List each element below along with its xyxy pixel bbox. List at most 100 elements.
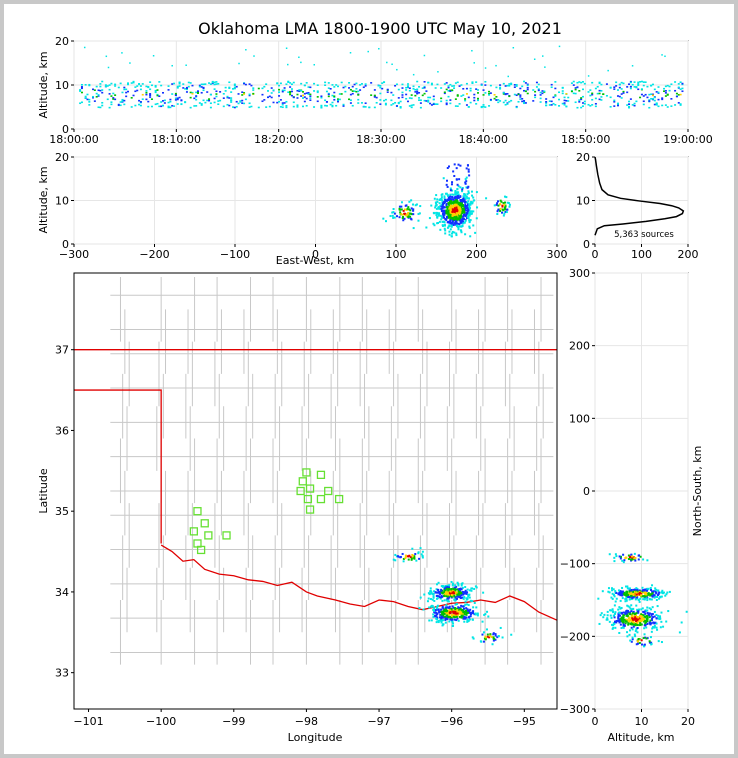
source-point: [443, 594, 446, 597]
source-point: [648, 616, 651, 619]
source-point: [563, 96, 566, 99]
source-point: [657, 86, 660, 88]
source-point: [639, 597, 642, 600]
source-point: [591, 81, 594, 84]
source-point: [405, 214, 408, 217]
source-point: [402, 219, 405, 222]
source-point: [631, 636, 634, 639]
source-point: [458, 178, 461, 181]
source-point: [289, 82, 292, 84]
source-point: [438, 592, 441, 595]
source-point: [458, 206, 461, 209]
source-point: [238, 62, 240, 65]
source-point: [432, 613, 435, 616]
source-point: [488, 94, 491, 96]
source-point: [449, 187, 452, 190]
source-point: [432, 596, 435, 599]
lma-station: [189, 527, 198, 536]
source-point: [389, 215, 392, 218]
source-point: [459, 210, 462, 213]
source-point: [457, 588, 460, 591]
source-point: [612, 588, 615, 591]
source-point: [508, 205, 511, 208]
source-point: [458, 103, 461, 105]
source-point: [464, 233, 467, 236]
source-point: [446, 226, 449, 229]
source-point: [616, 102, 619, 105]
source-point: [622, 621, 625, 624]
source-point: [474, 612, 477, 615]
source-point: [433, 590, 436, 593]
source-point: [357, 98, 360, 101]
longitude-tick-label: −95: [513, 715, 536, 728]
source-point: [476, 614, 479, 617]
source-point: [460, 609, 463, 612]
source-point: [169, 98, 172, 101]
source-point: [301, 91, 304, 93]
source-point: [92, 95, 95, 98]
source-point: [675, 92, 678, 95]
source-point: [660, 641, 663, 644]
time-tick-label: 19:00:00: [663, 133, 712, 146]
source-point: [316, 100, 319, 103]
source-point: [445, 604, 448, 607]
source-point: [463, 620, 466, 623]
source-point: [470, 201, 473, 204]
source-point: [209, 102, 212, 105]
source-point: [572, 80, 575, 83]
source-point: [517, 93, 520, 96]
source-point: [458, 596, 461, 599]
source-point: [659, 615, 662, 618]
source-point: [622, 82, 625, 85]
source-point: [459, 198, 462, 201]
source-point: [364, 102, 367, 105]
source-point: [467, 185, 470, 188]
source-point: [453, 231, 456, 234]
source-point: [626, 91, 629, 94]
source-point: [392, 216, 395, 219]
source-point: [558, 105, 561, 107]
source-point: [561, 92, 564, 95]
source-point: [507, 75, 509, 78]
source-point: [338, 93, 341, 95]
source-point: [558, 98, 561, 101]
source-point: [578, 99, 581, 101]
source-point: [608, 620, 611, 623]
source-point: [307, 92, 310, 94]
source-point: [436, 583, 439, 586]
source-point: [501, 204, 504, 207]
source-point: [494, 633, 497, 636]
north-south-ylabel: North-South, km: [691, 446, 704, 537]
source-point: [445, 211, 448, 214]
source-point: [644, 610, 647, 613]
source-point: [466, 603, 469, 606]
source-point: [635, 86, 638, 88]
source-point: [504, 208, 507, 211]
source-point: [495, 86, 498, 89]
source-point: [287, 91, 290, 94]
source-point: [307, 86, 310, 88]
source-point: [614, 600, 617, 603]
source-point: [436, 591, 439, 594]
source-point: [384, 98, 387, 101]
source-point: [462, 200, 465, 203]
source-point: [189, 82, 192, 84]
source-point: [649, 636, 652, 639]
source-point: [400, 212, 403, 215]
source-point: [402, 560, 405, 563]
source-point: [443, 212, 446, 215]
source-point: [660, 595, 663, 598]
source-point: [309, 93, 312, 96]
source-point: [436, 215, 439, 218]
source-point: [419, 596, 422, 599]
source-point: [578, 101, 581, 103]
source-point: [651, 617, 654, 620]
source-point: [451, 605, 454, 608]
source-point: [355, 90, 358, 93]
source-point: [147, 85, 150, 88]
source-point: [653, 594, 656, 597]
source-point: [451, 181, 454, 184]
source-point: [344, 85, 347, 88]
source-point: [405, 89, 408, 91]
source-point: [449, 202, 452, 205]
